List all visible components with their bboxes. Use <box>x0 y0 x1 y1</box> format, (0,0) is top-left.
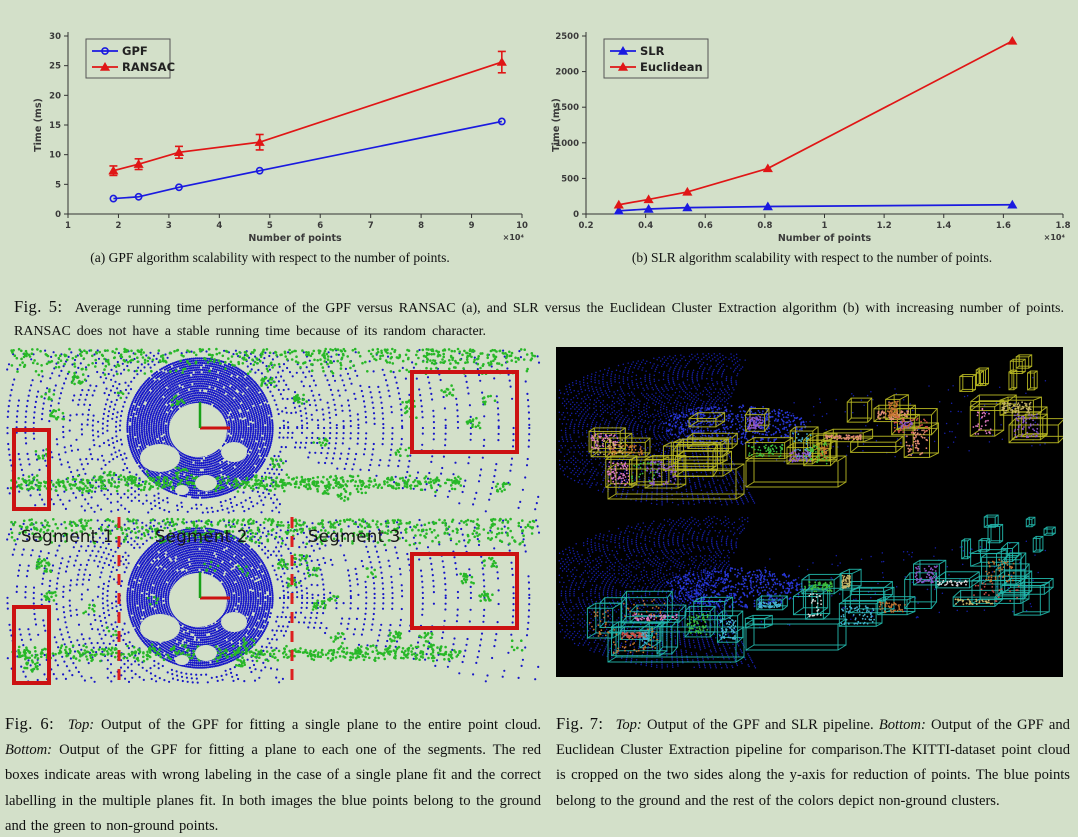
svg-text:5: 5 <box>55 180 61 190</box>
svg-text:Euclidean: Euclidean <box>640 60 703 74</box>
fig5a-chart: 1 2 3 4 5 6 7 8 9 10 0 5 10 15 20 25 30 Number of points ×… <box>28 10 536 251</box>
svg-text:Time (ms): Time (ms) <box>33 98 44 152</box>
svg-text:1500: 1500 <box>555 103 579 113</box>
svg-text:10: 10 <box>516 221 528 231</box>
svg-text:0: 0 <box>573 210 579 220</box>
segment-label-1: Segment 1 <box>21 527 114 546</box>
svg-text:1.6: 1.6 <box>996 221 1011 231</box>
svg-text:15: 15 <box>49 121 61 131</box>
svg-text:1.4: 1.4 <box>936 221 951 231</box>
fig6-pointcloud-canvas <box>6 347 541 685</box>
fig7-pointcloud <box>556 347 1066 677</box>
svg-text:Time (ms): Time (ms) <box>551 98 562 152</box>
svg-text:1000: 1000 <box>555 139 579 149</box>
svg-text:9: 9 <box>469 221 475 231</box>
fig7-pointcloud-canvas <box>556 347 1066 677</box>
svg-text:0: 0 <box>55 210 61 220</box>
fig5b-subcaption: (b) SLR algorithm scalability with respe… <box>631 250 993 265</box>
svg-text:20: 20 <box>49 91 61 101</box>
svg-text:7: 7 <box>368 221 374 231</box>
svg-text:500: 500 <box>561 174 579 184</box>
fig5-caption-text: Average running time performance of the … <box>14 301 1064 339</box>
svg-text:GPF: GPF <box>122 44 148 58</box>
svg-text:0.2: 0.2 <box>578 221 593 231</box>
svg-text:2500: 2500 <box>555 32 579 42</box>
svg-text:×10⁴: ×10⁴ <box>503 233 525 242</box>
fig5b-chart: 0.2 0.4 0.6 0.8 1 1.2 1.4 1.6 1.8 0 500 1000 1500 200… <box>540 10 1078 251</box>
fig7-caption: Fig. 7: Top: Output of the GPF and SLR p… <box>556 710 1070 814</box>
svg-text:SLR: SLR <box>640 44 665 58</box>
svg-text:0.8: 0.8 <box>757 221 772 231</box>
svg-text:×10⁴: ×10⁴ <box>1044 233 1066 242</box>
fig6-caption-label: Fig. 6: <box>5 713 55 733</box>
svg-text:1.2: 1.2 <box>877 221 892 231</box>
svg-text:2000: 2000 <box>555 68 579 78</box>
segment-label-3: Segment 3 <box>308 527 401 546</box>
svg-text:30: 30 <box>49 32 61 42</box>
fig5a-chart-canvas: 1 2 3 4 5 6 7 8 9 10 0 5 10 15 20 25 30 Number of points ×… <box>33 32 528 244</box>
svg-text:RANSAC: RANSAC <box>122 60 175 74</box>
svg-text:0.4: 0.4 <box>638 221 653 231</box>
svg-text:4: 4 <box>216 221 222 231</box>
fig6-caption: Fig. 6: Top: Output of the GPF for fitti… <box>5 710 541 837</box>
svg-text:1: 1 <box>65 221 71 231</box>
fig7-caption-top-text: Output of the GPF and SLR pipeline. <box>646 716 874 733</box>
segment-label-2: Segment 2 <box>155 527 248 546</box>
fig5-caption-label: Fig. 5: <box>14 297 63 316</box>
fig7-caption-bottom-text: Output of the GPF and Euclidean Cluster … <box>556 716 1070 809</box>
svg-text:25: 25 <box>49 62 61 72</box>
fig7-caption-bottom-label: Bottom: <box>878 716 926 733</box>
svg-text:0.6: 0.6 <box>698 221 713 231</box>
svg-text:3: 3 <box>166 221 172 231</box>
fig6-caption-top-label: Top: <box>67 716 95 733</box>
fig6-pointcloud: Segment 1 Segment 2 Segment 3 <box>5 347 541 686</box>
svg-text:5: 5 <box>267 221 273 231</box>
svg-text:6: 6 <box>317 221 323 231</box>
svg-text:8: 8 <box>418 221 424 231</box>
svg-text:2: 2 <box>115 221 121 231</box>
fig6-caption-bottom-text: Output of the GPF for fitting a plane to… <box>5 742 541 834</box>
fig5a-subcaption: (a) GPF algorithm scalability with respe… <box>90 250 450 265</box>
fig7-caption-label: Fig. 7: <box>556 713 604 733</box>
svg-text:10: 10 <box>49 151 61 161</box>
svg-text:Number of points: Number of points <box>778 233 872 244</box>
fig5-caption: Fig. 5: Average running time performance… <box>14 294 1064 343</box>
fig6-caption-bottom-label: Bottom: <box>5 742 53 759</box>
svg-text:1: 1 <box>822 221 828 231</box>
svg-text:1.8: 1.8 <box>1055 221 1070 231</box>
svg-text:Number of points: Number of points <box>248 233 342 244</box>
fig6-caption-top-text: Output of the GPF for fitting a single p… <box>100 716 542 733</box>
fig7-caption-top-label: Top: <box>615 716 642 733</box>
fig5b-chart-canvas: 0.2 0.4 0.6 0.8 1 1.2 1.4 1.6 1.8 0 500 1000 1500 200… <box>551 32 1071 244</box>
